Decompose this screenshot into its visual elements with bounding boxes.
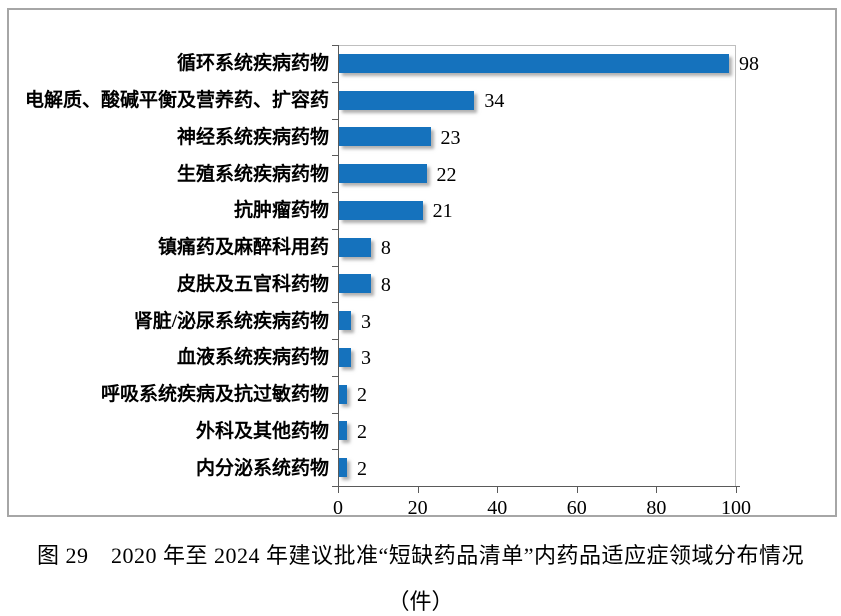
bar <box>339 127 431 147</box>
y-axis-tick <box>332 486 338 487</box>
category-label: 循环系统疾病药物 <box>176 53 329 75</box>
category-label: 血液系统疾病药物 <box>176 347 329 369</box>
value-label: 22 <box>436 163 457 186</box>
category-label: 呼吸系统疾病及抗过敏药物 <box>100 384 329 406</box>
y-axis-tick <box>332 412 338 414</box>
category-label: 肾脏/泌尿系统疾病药物 <box>133 310 329 332</box>
value-label: 2 <box>356 384 367 407</box>
x-axis-tick <box>656 487 658 493</box>
x-axis-tick <box>736 487 737 493</box>
value-label: 8 <box>380 237 391 260</box>
y-axis-tick <box>332 228 338 230</box>
bar <box>339 200 423 220</box>
chart-frame: 循环系统疾病药物 98 电解质、酸碱平衡及营养药、扩容药 34 神经系统疾病药物 23 生殖… <box>7 8 837 519</box>
category-label: 外科及其他药物 <box>195 420 329 442</box>
x-axis-tick-label: 60 <box>566 497 587 519</box>
bar <box>339 347 351 367</box>
bar <box>339 311 351 331</box>
y-axis-tick <box>332 302 338 304</box>
y-axis-tick <box>332 375 338 377</box>
x-axis-tick <box>417 487 419 493</box>
category-label: 神经系统疾病药物 <box>176 126 329 148</box>
value-label: 3 <box>360 310 371 333</box>
y-axis-tick <box>332 155 338 157</box>
figure-caption-unit: （件） <box>387 589 454 614</box>
x-axis-tick-label: 20 <box>407 497 428 519</box>
x-axis-tick-label: 40 <box>487 497 508 519</box>
x-axis-tick-label: 100 <box>721 497 751 519</box>
plot-area <box>338 45 736 486</box>
bar <box>339 90 475 110</box>
y-axis-tick <box>332 339 338 340</box>
x-axis-tick-label: 0 <box>333 497 343 519</box>
bar <box>339 164 427 184</box>
y-axis-tick <box>332 192 338 193</box>
y-axis-line <box>338 45 339 486</box>
value-label: 98 <box>739 53 760 76</box>
bar <box>339 274 371 294</box>
category-label: 抗肿瘤药物 <box>233 200 329 222</box>
bar <box>339 384 347 404</box>
value-label: 2 <box>356 420 367 443</box>
bar <box>339 458 347 478</box>
y-axis-tick <box>332 118 338 120</box>
x-axis-tick <box>497 487 499 493</box>
x-axis-line <box>335 486 740 487</box>
value-label: 23 <box>440 126 461 149</box>
value-label: 21 <box>432 200 453 223</box>
x-axis-tick <box>576 487 578 493</box>
y-axis-tick <box>332 449 338 451</box>
y-axis-tick <box>332 81 338 83</box>
y-axis-tick <box>332 265 338 267</box>
value-label: 3 <box>360 347 371 370</box>
category-label: 内分泌系统药物 <box>195 457 329 479</box>
figure-caption: 图 29 2020 年至 2024 年建议批准“短缺药品清单”内药品适应症领域分… <box>36 543 805 568</box>
value-label: 8 <box>380 273 391 296</box>
bar <box>339 53 730 73</box>
x-axis-tick <box>338 487 339 493</box>
category-label: 电解质、酸碱平衡及营养药、扩容药 <box>24 90 329 112</box>
category-label: 生殖系统疾病药物 <box>176 163 329 185</box>
x-axis-tick-label: 80 <box>646 497 667 519</box>
category-label: 镇痛药及麻醉科用药 <box>157 237 329 259</box>
value-label: 2 <box>356 457 367 480</box>
bar <box>339 237 371 257</box>
bar <box>339 421 347 441</box>
value-label: 34 <box>484 90 505 113</box>
category-label: 皮肤及五官科药物 <box>176 273 329 295</box>
y-axis-tick <box>332 45 338 46</box>
